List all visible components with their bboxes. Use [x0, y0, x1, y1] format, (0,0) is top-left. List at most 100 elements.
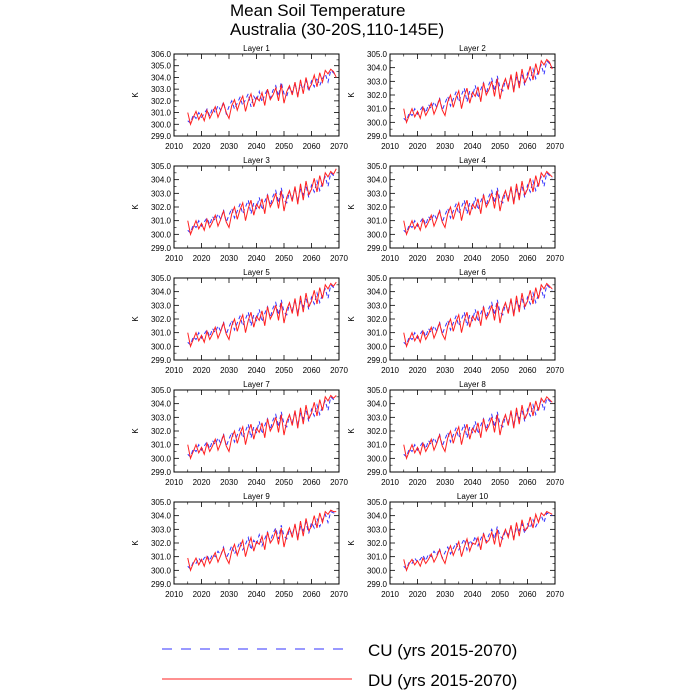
y-tick-label: 305.0 — [367, 162, 388, 171]
series-line-du — [403, 58, 553, 125]
panel-title: Layer 5 — [243, 268, 270, 277]
x-tick-label: 2040 — [464, 478, 482, 487]
series-line-du — [187, 281, 337, 349]
y-axis-label: K — [131, 92, 140, 98]
x-tick-label: 2030 — [436, 142, 454, 151]
y-tick-label: 303.0 — [151, 413, 172, 422]
y-tick-label: 300.0 — [367, 230, 388, 239]
x-tick-label: 2040 — [464, 254, 482, 263]
y-axis-label: K — [131, 540, 140, 546]
x-tick-label: 2070 — [546, 366, 564, 375]
series-line-du — [403, 282, 553, 349]
x-tick-label: 2010 — [165, 142, 183, 151]
panel-grid: Layer 1 K 299.0 300.0 301.0 302.0 303.0 304.0 30… — [131, 44, 564, 599]
y-tick-label: 302.0 — [151, 427, 172, 436]
series-line-du — [403, 395, 553, 461]
x-tick-label: 2060 — [519, 590, 537, 599]
y-axis-label: K — [347, 316, 356, 322]
figure-title-line2: Australia (30-20S,110-145E) — [230, 20, 444, 39]
x-tick-label: 2020 — [409, 478, 427, 487]
panel-title: Layer 10 — [457, 492, 489, 501]
panel-title: Layer 2 — [459, 44, 486, 53]
legend-cu-label: CU (yrs 2015-2070) — [368, 641, 517, 660]
panel-layer-2: Layer 2 K 299.0 300.0 301.0 302.0 303.0 304.0 30… — [347, 44, 564, 151]
x-tick-label: 2060 — [303, 254, 321, 263]
y-tick-label: 301.0 — [151, 217, 172, 226]
series-line-du — [187, 168, 337, 237]
x-tick-label: 2070 — [330, 590, 348, 599]
panel-layer-1: Layer 1 K 299.0 300.0 301.0 302.0 303.0 304.0 30… — [131, 44, 348, 151]
x-tick-label: 2030 — [220, 478, 238, 487]
y-tick-label: 304.0 — [367, 176, 388, 185]
y-tick-label: 301.0 — [367, 105, 388, 114]
x-tick-label: 2060 — [303, 366, 321, 375]
y-tick-label: 300.0 — [151, 566, 172, 575]
x-tick-label: 2030 — [436, 254, 454, 263]
y-tick-label: 305.0 — [151, 62, 172, 71]
y-tick-label: 302.0 — [367, 539, 388, 548]
y-tick-label: 299.0 — [367, 132, 388, 141]
y-tick-label: 301.0 — [367, 553, 388, 562]
y-tick-label: 303.0 — [151, 85, 172, 94]
y-axis-label: K — [131, 204, 140, 210]
panel-title: Layer 4 — [459, 156, 486, 165]
x-tick-label: 2050 — [491, 590, 509, 599]
y-tick-label: 300.0 — [367, 566, 388, 575]
x-tick-label: 2020 — [193, 254, 211, 263]
x-tick-label: 2030 — [220, 366, 238, 375]
y-tick-label: 305.0 — [367, 50, 388, 59]
series-line-cu — [187, 510, 337, 570]
y-tick-label: 304.0 — [367, 512, 388, 521]
y-tick-label: 299.0 — [151, 468, 172, 477]
y-tick-label: 301.0 — [151, 329, 172, 338]
x-tick-label: 2040 — [248, 254, 266, 263]
y-tick-label: 304.0 — [151, 288, 172, 297]
panel-layer-5: Layer 5 K 299.0 300.0 301.0 302.0 303.0 304.0 30… — [131, 268, 348, 375]
y-tick-label: 302.0 — [367, 203, 388, 212]
y-tick-label: 300.0 — [151, 120, 172, 129]
x-tick-label: 2060 — [303, 590, 321, 599]
series-line-cu — [403, 512, 553, 570]
y-tick-label: 302.0 — [151, 315, 172, 324]
x-tick-label: 2030 — [220, 142, 238, 151]
y-tick-label: 306.0 — [151, 50, 172, 59]
x-tick-label: 2050 — [275, 254, 293, 263]
legend-du-label: DU (yrs 2015-2070) — [368, 671, 517, 690]
x-tick-label: 2040 — [464, 590, 482, 599]
y-tick-label: 299.0 — [151, 356, 172, 365]
x-tick-label: 2040 — [464, 142, 482, 151]
x-tick-label: 2030 — [436, 366, 454, 375]
y-tick-label: 303.0 — [151, 189, 172, 198]
y-tick-label: 303.0 — [367, 525, 388, 534]
x-tick-label: 2010 — [165, 478, 183, 487]
y-tick-label: 299.0 — [151, 244, 172, 253]
y-tick-label: 299.0 — [367, 356, 388, 365]
x-tick-label: 2040 — [464, 366, 482, 375]
panel-layer-3: Layer 3 K 299.0 300.0 301.0 302.0 303.0 304.0 30… — [131, 156, 348, 263]
x-tick-label: 2020 — [409, 590, 427, 599]
panel-title: Layer 1 — [243, 44, 270, 53]
x-tick-label: 2020 — [409, 366, 427, 375]
y-tick-label: 301.0 — [367, 441, 388, 450]
y-axis-label: K — [347, 92, 356, 98]
y-tick-label: 299.0 — [367, 580, 388, 589]
y-tick-label: 301.0 — [367, 217, 388, 226]
x-tick-label: 2020 — [193, 142, 211, 151]
y-axis-label: K — [347, 428, 356, 434]
x-tick-label: 2070 — [330, 478, 348, 487]
x-tick-label: 2030 — [220, 590, 238, 599]
x-tick-label: 2060 — [303, 478, 321, 487]
y-tick-label: 302.0 — [151, 97, 172, 106]
x-tick-label: 2020 — [409, 254, 427, 263]
x-tick-label: 2010 — [165, 254, 183, 263]
x-tick-label: 2040 — [248, 590, 266, 599]
y-tick-label: 302.0 — [367, 427, 388, 436]
y-tick-label: 299.0 — [151, 580, 172, 589]
y-tick-label: 299.0 — [151, 132, 172, 141]
x-tick-label: 2070 — [546, 142, 564, 151]
y-tick-label: 305.0 — [367, 498, 388, 507]
x-tick-label: 2030 — [220, 254, 238, 263]
y-tick-label: 303.0 — [367, 413, 388, 422]
y-tick-label: 302.0 — [367, 91, 388, 100]
series-line-cu — [187, 283, 337, 346]
